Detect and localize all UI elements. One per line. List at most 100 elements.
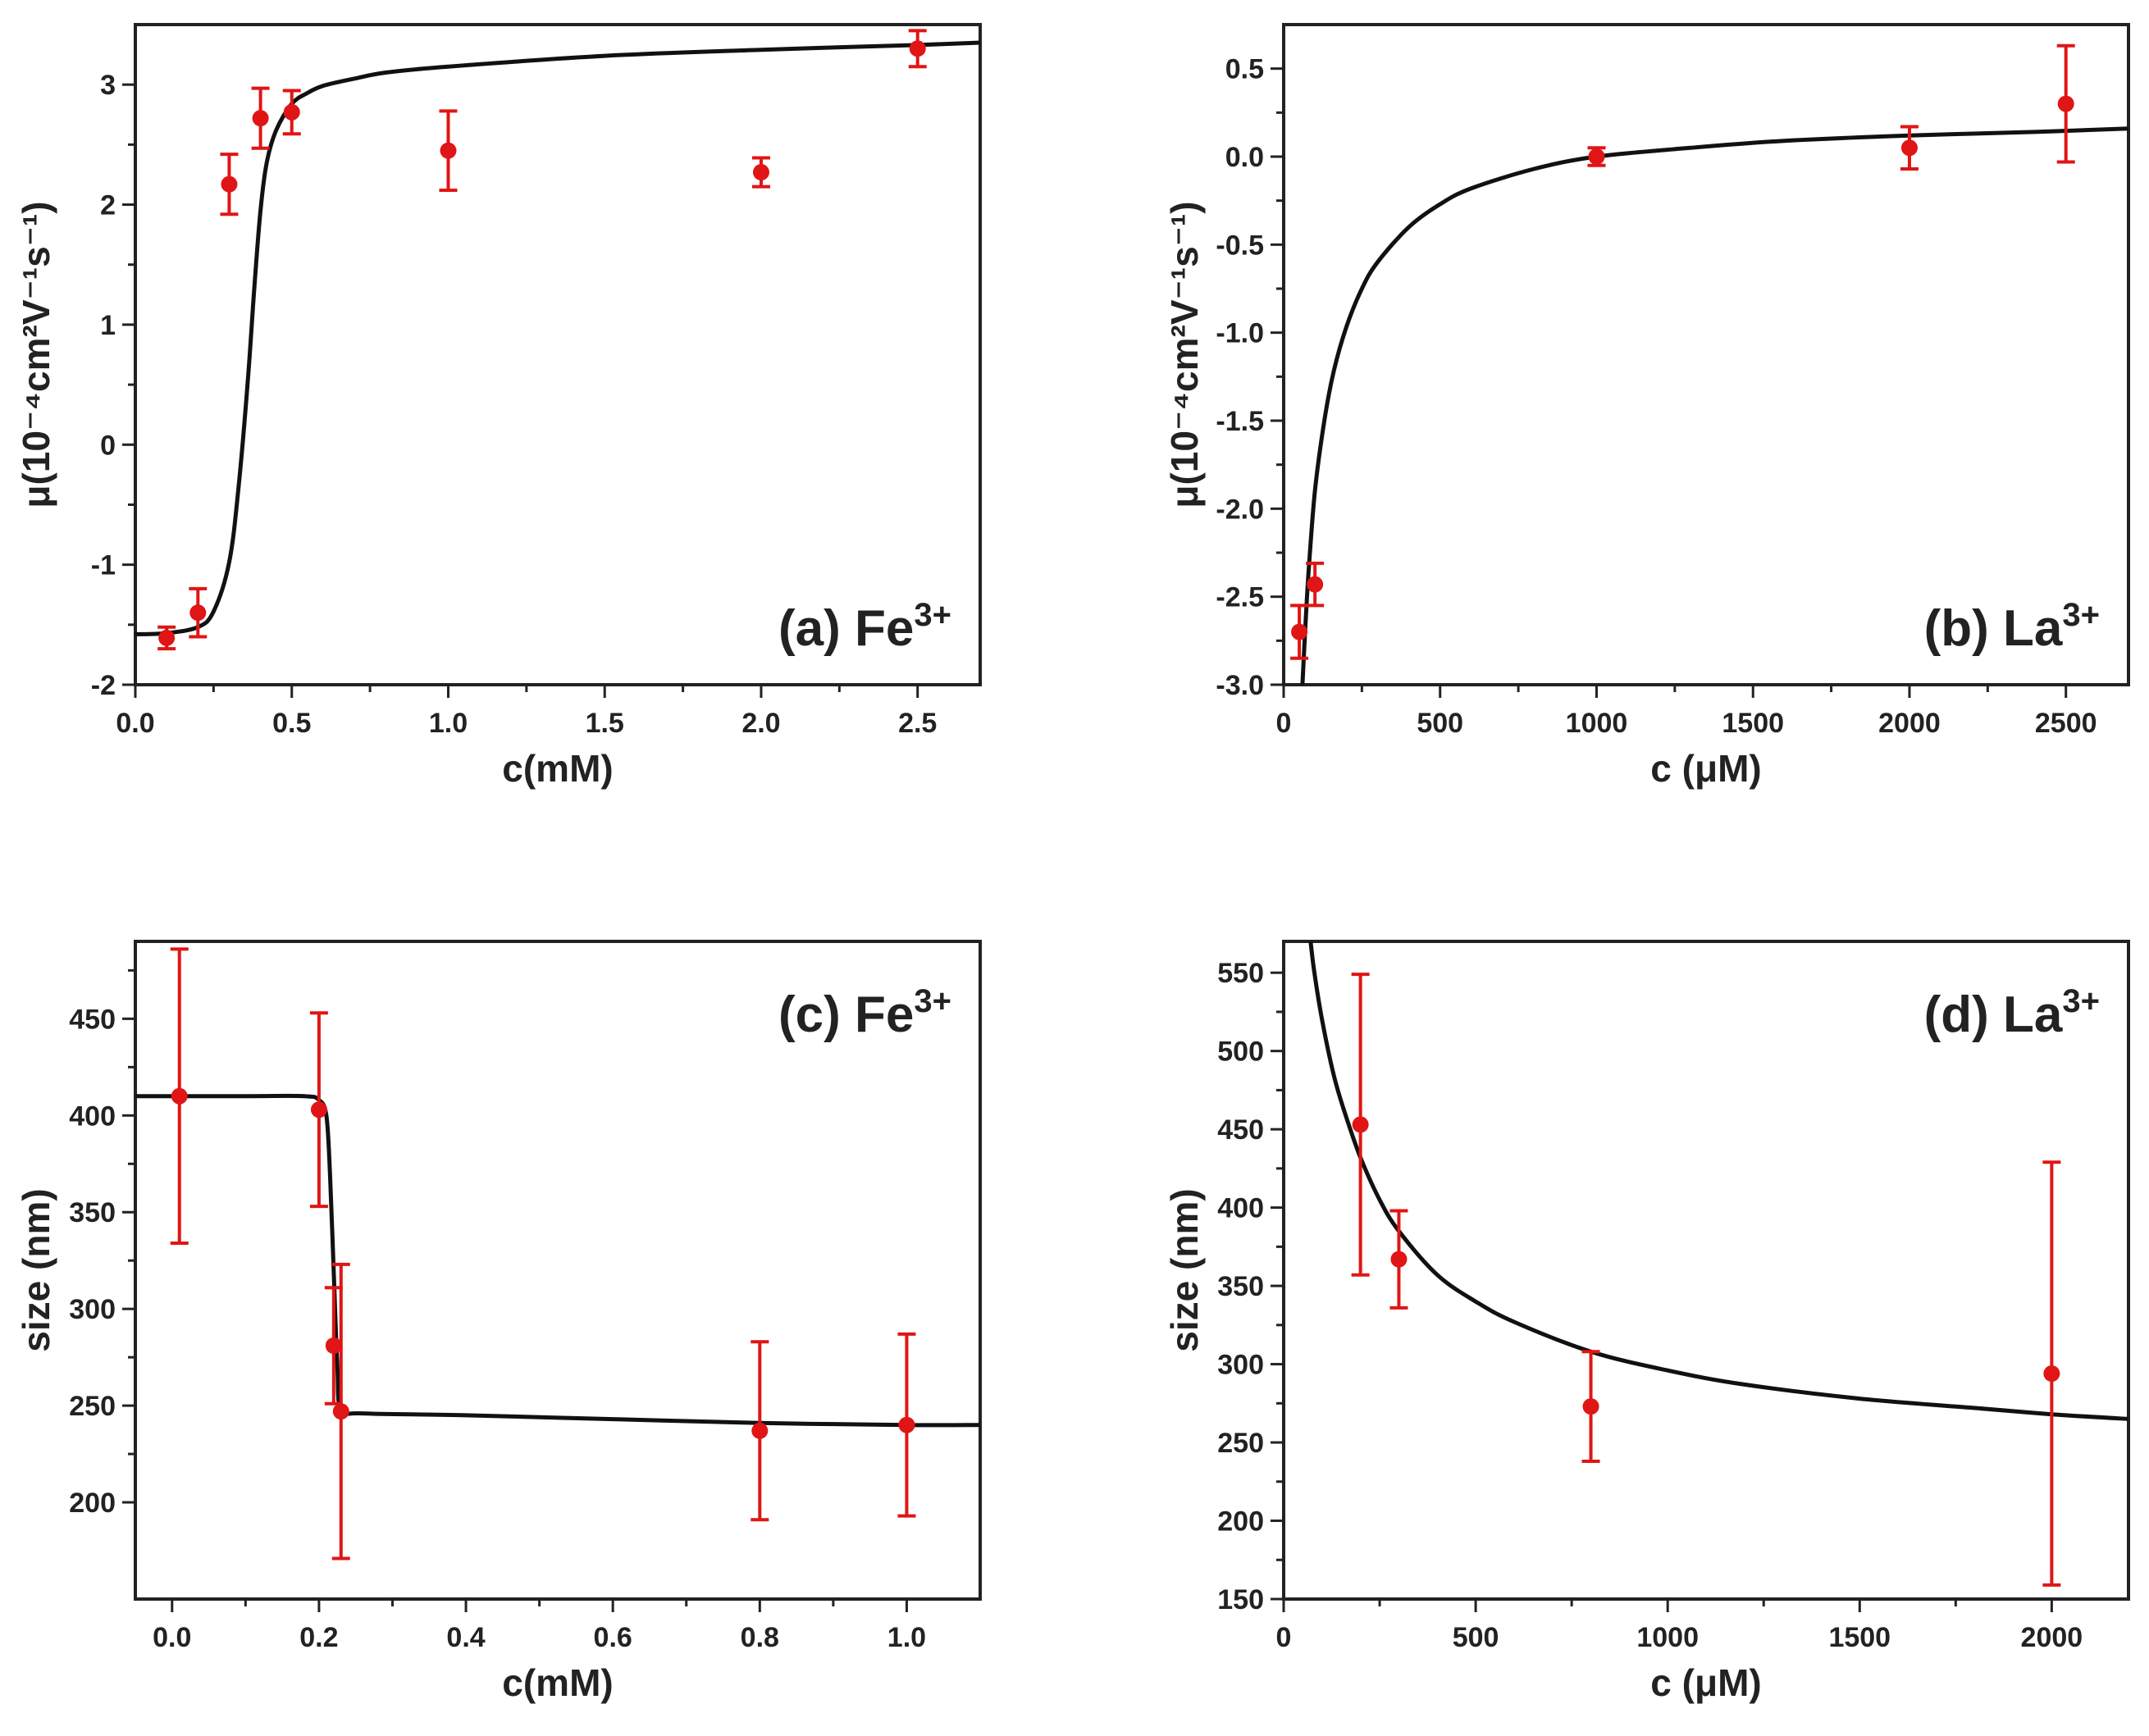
y-tick-label: -2 (91, 670, 116, 701)
y-tick-label: 350 (69, 1197, 116, 1228)
fit-curve (135, 1093, 980, 1428)
y-tick-label: -2.5 (1216, 582, 1264, 613)
y-tick-label: 550 (1217, 958, 1264, 989)
x-tick-label: 2000 (2021, 1622, 2083, 1653)
x-tick-label: 1000 (1566, 708, 1628, 739)
y-tick-label: 400 (1217, 1193, 1264, 1224)
data-point (189, 604, 207, 622)
y-tick-label: 500 (1217, 1037, 1264, 1068)
y-tick-label: 0.5 (1225, 54, 1264, 85)
x-tick-label: 0.6 (594, 1622, 632, 1653)
data-point (2043, 1365, 2060, 1383)
y-tick-label: -1.0 (1216, 318, 1264, 349)
x-axis-label: c(mM) (502, 1661, 613, 1704)
y-tick-label: -0.5 (1216, 230, 1264, 261)
x-tick-label: 0.2 (299, 1622, 338, 1653)
plot-frame (1282, 23, 2130, 686)
plot-frame (134, 23, 982, 686)
y-tick-label: 2 (100, 190, 116, 221)
y-axis-label: size (nm) (15, 1188, 57, 1351)
x-tick-label: 1500 (1828, 1622, 1891, 1653)
x-axis-label: c(mM) (502, 747, 613, 790)
data-point (1352, 1116, 1369, 1133)
x-tick-label: 1000 (1636, 1622, 1699, 1653)
y-tick-label: -3.0 (1216, 670, 1264, 701)
x-tick-label: 0.5 (272, 708, 311, 739)
data-point (1390, 1251, 1408, 1268)
y-tick-label: -2.0 (1216, 494, 1264, 525)
x-tick-label: 0 (1276, 708, 1292, 739)
y-tick-label: 450 (1217, 1114, 1264, 1146)
data-point (1900, 139, 1918, 157)
y-tick-label: 200 (1217, 1506, 1264, 1538)
y-tick-label: 300 (1217, 1350, 1264, 1381)
data-point (898, 1416, 915, 1433)
data-point (2057, 95, 2074, 112)
data-point (325, 1337, 342, 1354)
x-tick-label: 1.5 (586, 708, 624, 739)
x-tick-label: 1.0 (429, 708, 468, 739)
data-point (171, 1087, 188, 1105)
plot-frame (134, 940, 982, 1601)
x-tick-label: 2.5 (898, 708, 937, 739)
fit-curve (1308, 941, 2128, 1421)
x-tick-label: 1.0 (887, 1622, 926, 1653)
y-tick-label: 150 (1217, 1584, 1264, 1615)
panel-label: (c) Fe3+ (778, 983, 951, 1043)
data-point (1588, 148, 1605, 165)
x-axis-label: c (μM) (1650, 747, 1761, 790)
data-point (909, 40, 926, 57)
data-point (752, 164, 769, 181)
panel-label-superscript: 3+ (2062, 597, 2100, 633)
panel-label-text: (c) Fe (778, 986, 914, 1043)
x-tick-label: 500 (1453, 1622, 1499, 1653)
panel-b: 0 500 1000 1500 2000 2500 -3.0 -2.5 -2.0 -1.5 -1.0… (1163, 23, 2130, 790)
x-tick-label: 1500 (1722, 708, 1784, 739)
data-point (1582, 1398, 1599, 1415)
panel-label-superscript: 3+ (2062, 983, 2100, 1019)
y-tick-label: 0 (100, 430, 116, 461)
y-tick-label: 250 (69, 1391, 116, 1422)
panel-label-text: (d) La (1924, 986, 2063, 1043)
y-tick-label: 250 (1217, 1428, 1264, 1459)
panel-c: 0.0 0.2 0.4 0.6 0.8 1.0 200 250 300 350 400 450 c(mM… (15, 940, 982, 1704)
y-axis-label: μ(10⁻⁴cm²V⁻¹s⁻¹) (15, 201, 57, 508)
data-point (158, 629, 176, 646)
data-point (1307, 576, 1324, 593)
x-tick-label: 0 (1276, 1622, 1292, 1653)
panel-label: (b) La3+ (1924, 597, 2100, 657)
panel-d: 0 500 1000 1500 2000 150 200 250 300 350 400 450 500… (1163, 940, 2130, 1704)
panel-label: (d) La3+ (1924, 983, 2100, 1043)
panel-label: (a) Fe3+ (778, 597, 951, 657)
plot-frame (1282, 940, 2130, 1601)
panel-label-superscript: 3+ (914, 597, 951, 633)
x-axis-label: c (μM) (1650, 1661, 1761, 1704)
data-point (252, 110, 269, 127)
y-tick-label: 200 (69, 1488, 116, 1519)
fit-curve (135, 40, 980, 636)
y-tick-label: 300 (69, 1294, 116, 1325)
data-point (440, 142, 457, 159)
panel-label-text: (b) La (1924, 600, 2063, 657)
panel-label-text: (a) Fe (778, 600, 914, 657)
data-point (310, 1101, 327, 1119)
y-axis-label: μ(10⁻⁴cm²V⁻¹s⁻¹) (1163, 201, 1206, 508)
x-tick-label: 0.4 (446, 1622, 485, 1653)
data-point (283, 103, 300, 121)
panel-a: 0.0 0.5 1.0 1.5 2.0 2.5 -2 -1 0 1 2 3 c(mM) μ(10⁻⁴cm²… (15, 23, 982, 790)
data-point (1291, 623, 1308, 640)
x-tick-label: 2.0 (741, 708, 780, 739)
y-axis-label: size (nm) (1163, 1188, 1206, 1351)
x-tick-label: 2500 (2035, 708, 2097, 739)
data-point (332, 1403, 349, 1420)
y-tick-label: 1 (100, 310, 116, 341)
data-point (221, 175, 238, 193)
fit-curve (1300, 126, 2128, 685)
y-tick-label: 400 (69, 1100, 116, 1132)
y-tick-label: -1 (91, 550, 116, 581)
x-tick-label: 0.0 (153, 1622, 191, 1653)
y-tick-label: -1.5 (1216, 406, 1264, 437)
y-tick-label: 3 (100, 70, 116, 101)
